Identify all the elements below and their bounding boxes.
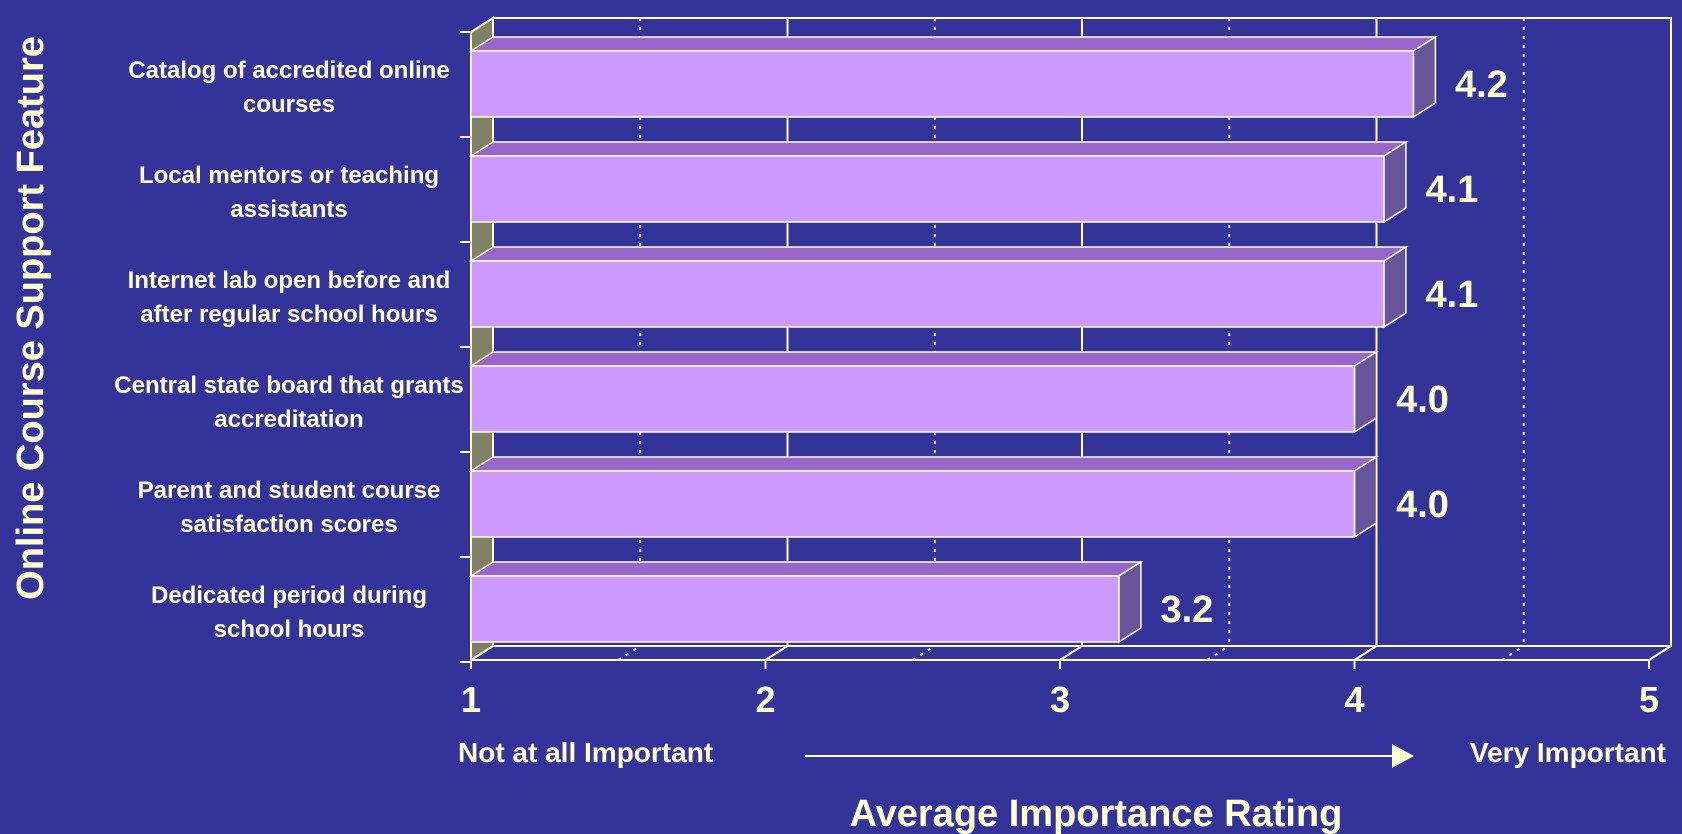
bar-top-face [468,141,1409,157]
scale-low-label: Not at all Important [458,737,713,768]
category-label: Central state board that grants [114,372,463,399]
category-label: Local mentors or teaching [139,162,439,189]
floor-diagonal [617,645,641,661]
bar-side-face [1383,140,1407,224]
scale-high-label: Very Important [1470,737,1666,768]
category-label: courses [243,91,335,118]
floor-diagonal [1353,645,1378,661]
bar [470,470,1356,538]
bar-side-face [1412,35,1437,119]
bar-side-face [1118,560,1142,644]
floor-diagonal [1206,645,1230,661]
category-label: Catalog of accredited online [128,57,449,84]
bar-value-label: 4.2 [1455,64,1508,106]
bar [470,575,1120,643]
bar-top-face [468,351,1380,367]
bar [470,155,1385,223]
x-tick-label: 3 [1050,679,1070,720]
bar-side-face [1353,350,1378,434]
bar-top-face [468,246,1409,262]
bar [470,50,1415,118]
x-axis-title: Average Importance Rating [850,793,1343,834]
x-tick-label: 1 [461,679,481,720]
x-tick-label: 2 [755,679,775,720]
bar-top-face [468,561,1144,577]
bar-top-face [468,456,1380,472]
floor-diagonal [1648,645,1672,661]
floor-diagonal [912,645,936,661]
bar-value-label: 4.1 [1426,169,1479,211]
bar-side-face [1383,245,1407,329]
y-axis-title: Online Course Support Feature [10,36,52,600]
floor-diagonal [764,645,789,661]
category-label: Internet lab open before and [128,267,451,294]
bar-value-label: 3.2 [1160,589,1213,631]
scale-arrow-head [1392,744,1414,768]
category-label: assistants [230,196,347,223]
category-label: Dedicated period during [151,582,427,609]
labels-layer: 1 2 3 4 5 4.2 Catalog of accredited online cour… [114,57,1659,720]
category-label: after regular school hours [140,301,437,328]
x-tick-label: 5 [1639,679,1659,720]
category-label: Parent and student course [138,477,441,504]
category-label: school hours [214,616,365,643]
bar-side-face [1353,455,1378,539]
bar-value-label: 4.1 [1426,274,1479,316]
floor-diagonal [1059,645,1083,661]
floor-diagonal [1501,645,1525,661]
category-label: satisfaction scores [180,511,397,538]
bar [470,260,1385,328]
bar-value-label: 4.0 [1396,484,1449,526]
bars-layer [468,35,1438,644]
x-tick-label: 4 [1344,679,1364,720]
bar [470,365,1356,433]
category-label: accreditation [214,406,363,433]
bar-value-label: 4.0 [1396,379,1449,421]
bar-top-face [468,36,1438,52]
